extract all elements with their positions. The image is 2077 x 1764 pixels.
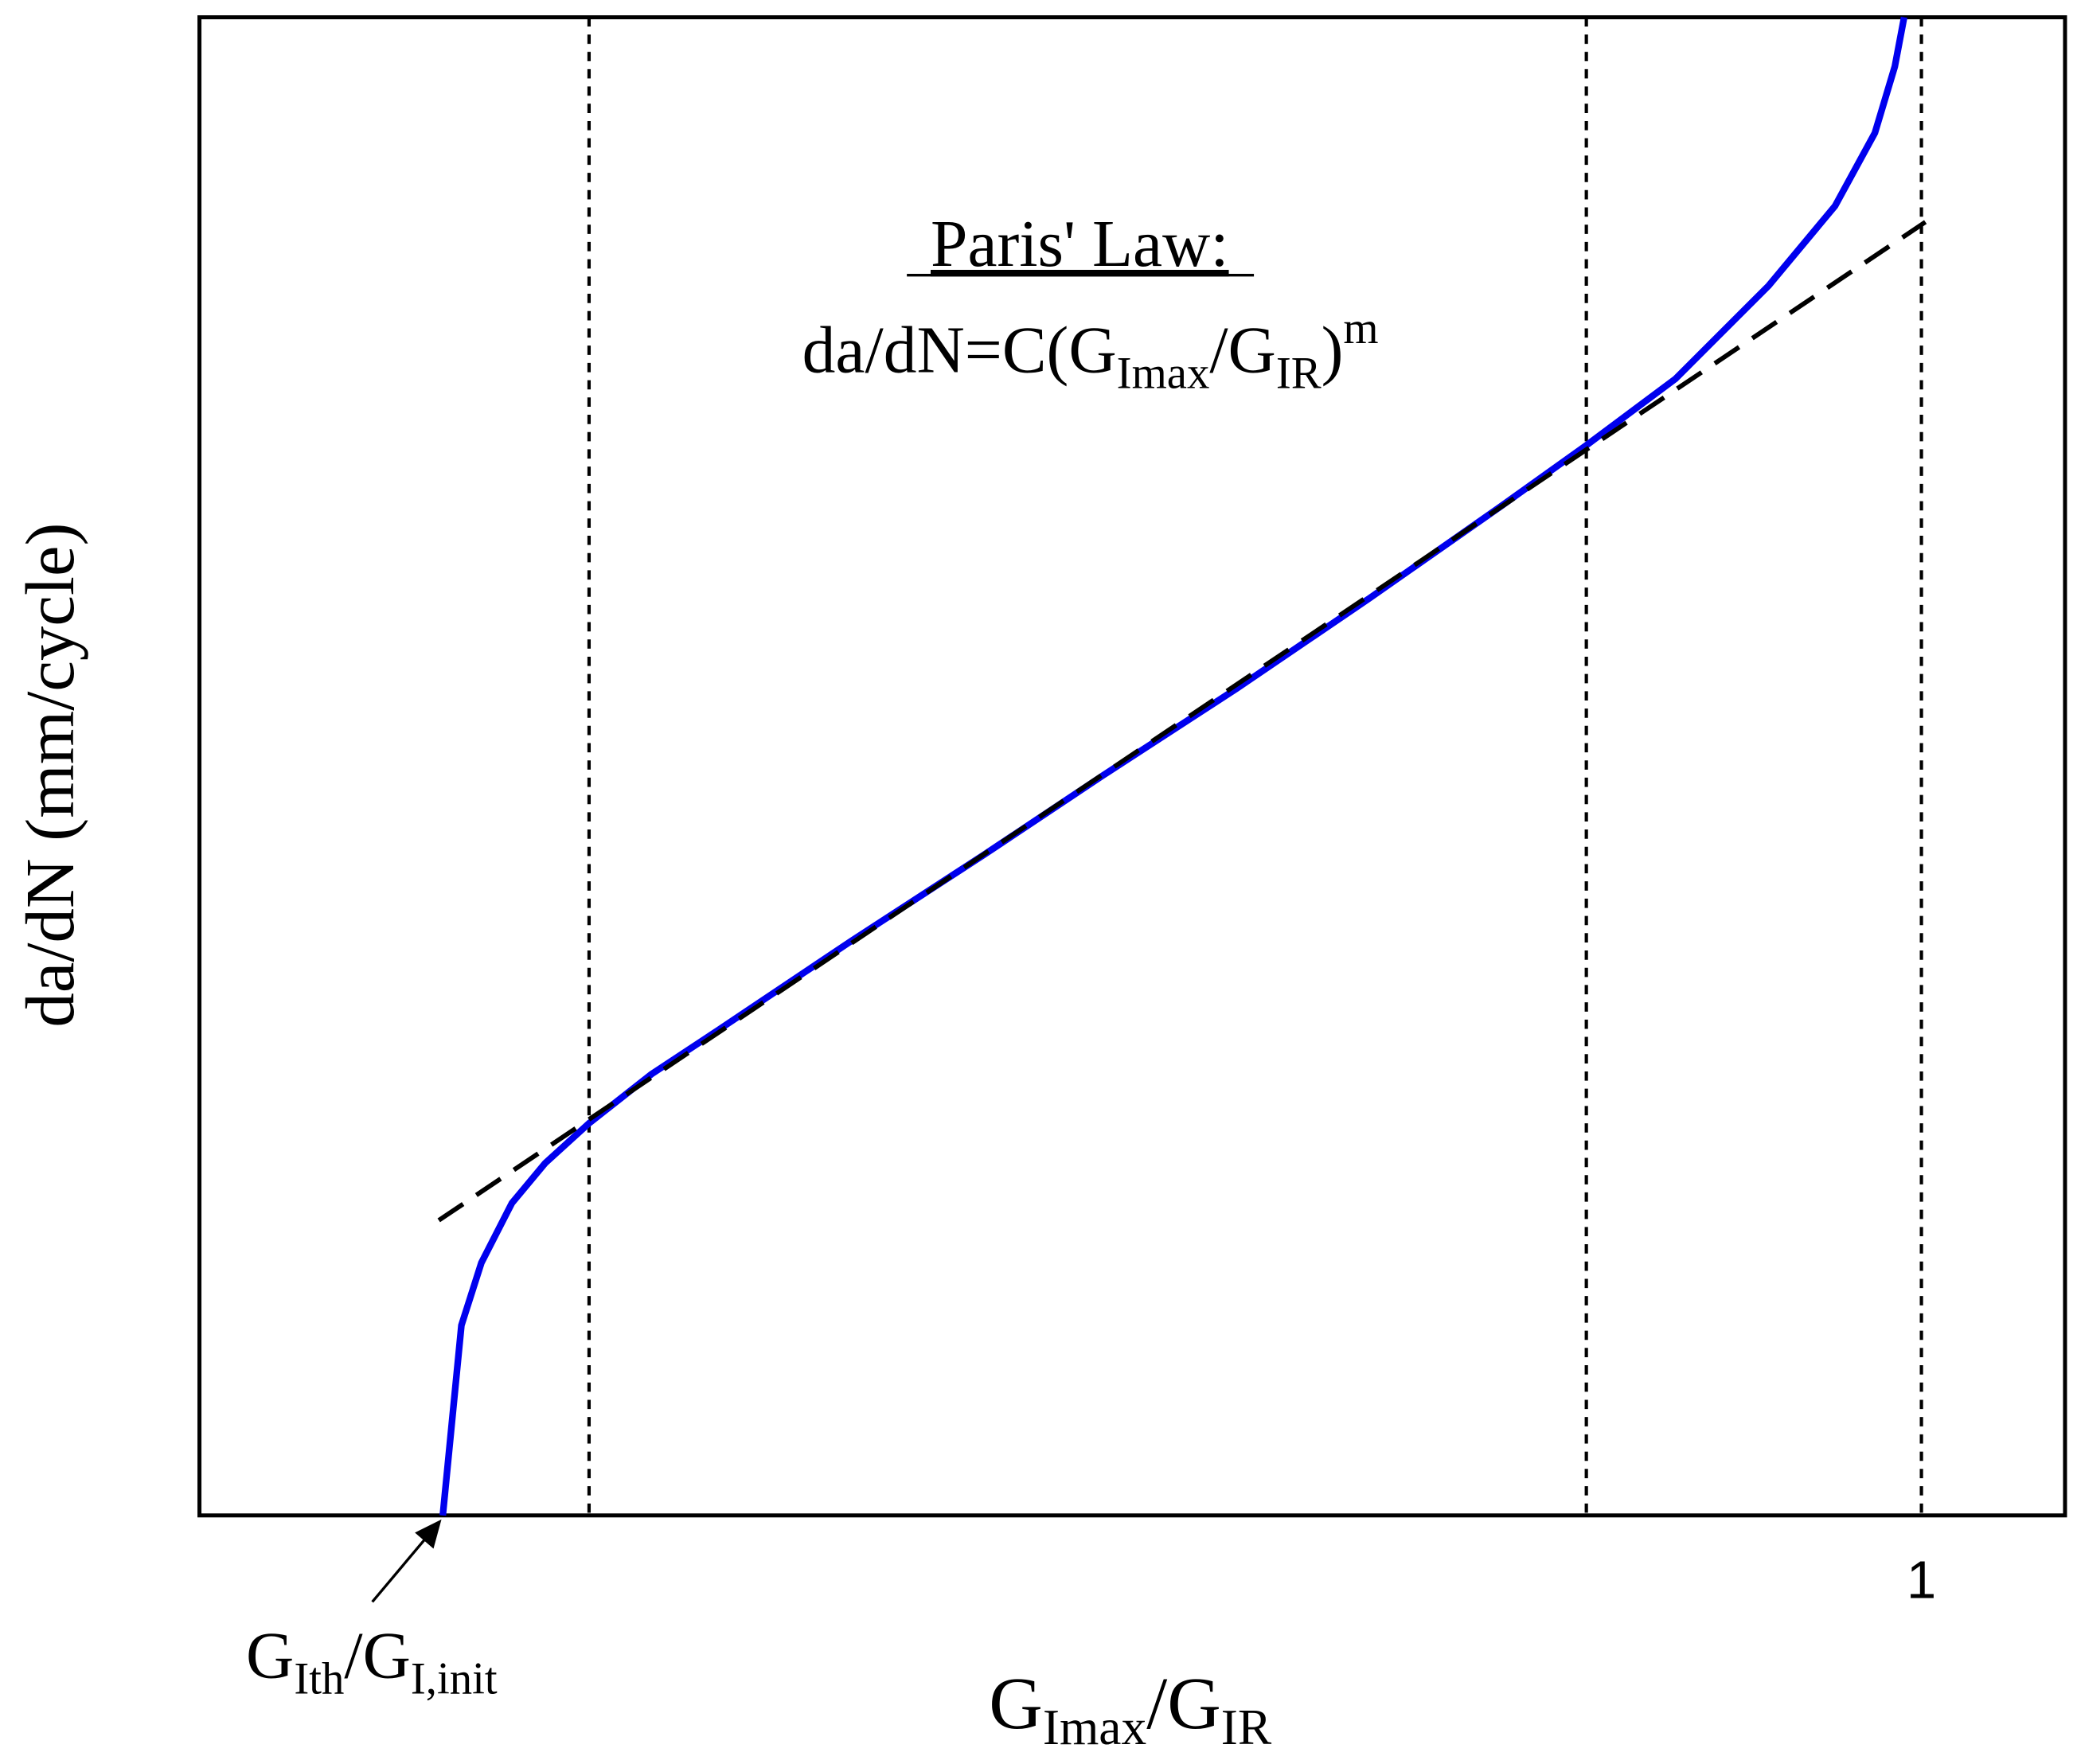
paris-law-fit	[437, 220, 1927, 1223]
arrow-shaft	[371, 1534, 430, 1603]
x-axis-label: GImax/GIR	[989, 1663, 1272, 1755]
formula-sup: m	[1343, 303, 1378, 353]
growth-curve	[439, 16, 1907, 1516]
plot-frame	[197, 15, 2067, 1518]
label-part: /G	[344, 1619, 411, 1692]
formula-part: /G	[1209, 314, 1276, 388]
annotation-title: Paris' Law:	[931, 208, 1229, 281]
region-lines	[587, 17, 1923, 1516]
arrow-head	[415, 1519, 442, 1549]
label-part: G	[246, 1619, 294, 1692]
formula-part: )	[1322, 314, 1344, 388]
threshold-label: GIth/GI,init	[246, 1619, 498, 1704]
formula-part: da/dN=C(G	[802, 314, 1117, 388]
formula-sub: IR	[1276, 349, 1322, 399]
label-sub: Ith	[294, 1653, 344, 1704]
label-sub: I,init	[411, 1653, 498, 1704]
annotation-formula: da/dN=C(GImax/GIR)m	[802, 303, 1379, 399]
label-part: /G	[1146, 1663, 1221, 1745]
formula-sub: Imax	[1117, 349, 1210, 399]
y-axis-label: da/dN (mm/cycle)	[12, 523, 88, 1028]
x-tick-label: 1	[1907, 1551, 1936, 1610]
label-sub: Imax	[1043, 1699, 1146, 1755]
label-sub: IR	[1221, 1699, 1272, 1755]
label-part: G	[989, 1663, 1043, 1745]
